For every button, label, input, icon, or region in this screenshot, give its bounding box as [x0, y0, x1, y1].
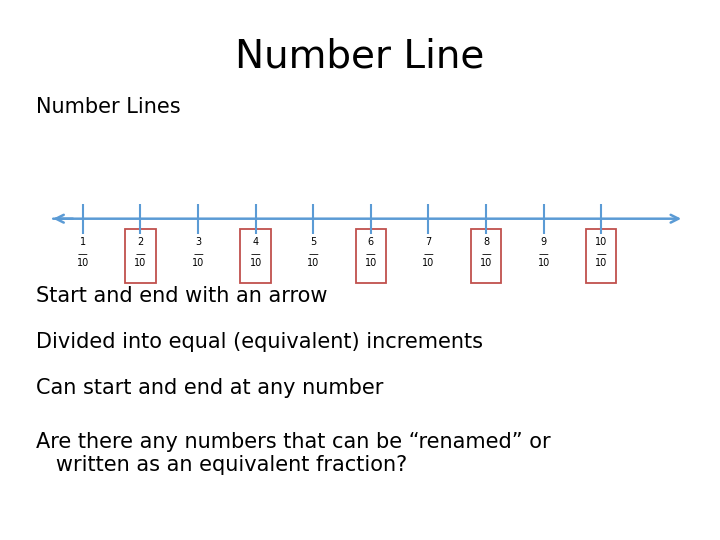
Text: Number Line: Number Line [235, 38, 485, 76]
Text: 7: 7 [426, 237, 431, 247]
Text: 10: 10 [249, 259, 262, 268]
Text: —: — [78, 248, 88, 259]
Text: Start and end with an arrow: Start and end with an arrow [36, 286, 328, 306]
Text: 10: 10 [192, 259, 204, 268]
Text: —: — [135, 248, 145, 259]
Text: —: — [308, 248, 318, 259]
Text: —: — [539, 248, 549, 259]
Text: 9: 9 [541, 237, 546, 247]
Text: 1: 1 [80, 237, 86, 247]
Text: 10: 10 [364, 259, 377, 268]
Text: —: — [193, 248, 203, 259]
Text: 4: 4 [253, 237, 258, 247]
Text: 6: 6 [368, 237, 374, 247]
Text: Number Lines: Number Lines [36, 97, 181, 117]
Text: 10: 10 [422, 259, 435, 268]
Text: Can start and end at any number: Can start and end at any number [36, 378, 383, 398]
Text: 10: 10 [537, 259, 550, 268]
Text: 5: 5 [310, 237, 316, 247]
Text: —: — [423, 248, 433, 259]
Text: —: — [366, 248, 376, 259]
Text: 10: 10 [307, 259, 320, 268]
Text: —: — [481, 248, 491, 259]
Text: —: — [596, 248, 606, 259]
Text: Are there any numbers that can be “renamed” or
   written as an equivalent fract: Are there any numbers that can be “renam… [36, 432, 551, 475]
Text: 10: 10 [76, 259, 89, 268]
Text: 10: 10 [134, 259, 147, 268]
Text: 2: 2 [138, 237, 143, 247]
Text: Divided into equal (equivalent) increments: Divided into equal (equivalent) incremen… [36, 332, 483, 352]
Text: 10: 10 [595, 259, 608, 268]
Text: 8: 8 [483, 237, 489, 247]
Text: —: — [251, 248, 261, 259]
Text: 10: 10 [480, 259, 492, 268]
Text: 10: 10 [595, 237, 608, 247]
Text: 3: 3 [195, 237, 201, 247]
